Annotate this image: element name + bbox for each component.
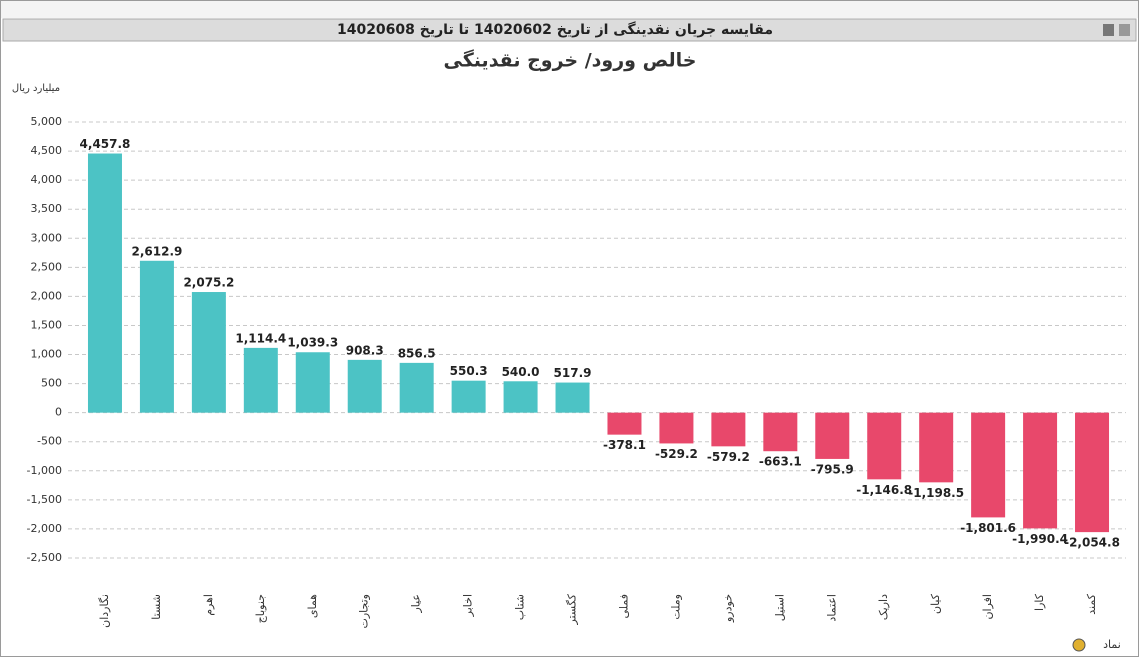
bar [451, 380, 486, 413]
x-tick-label: افران [981, 594, 994, 620]
x-tick-label: شستا [150, 594, 163, 620]
menu-icon[interactable] [1119, 24, 1130, 36]
value-label: -529.2 [655, 447, 698, 461]
title-bar [2, 18, 1137, 42]
value-label: -1,990.4 [1012, 532, 1068, 546]
y-tick-label: 1,500 [31, 318, 63, 331]
bar [711, 412, 746, 447]
bar [815, 412, 850, 459]
value-label: -1,146.8 [856, 483, 912, 497]
bar [191, 292, 226, 413]
value-label: 2,612.9 [131, 244, 182, 258]
bar [659, 412, 694, 444]
y-tick-label: 4,500 [31, 144, 63, 157]
value-label: 1,114.4 [235, 331, 286, 345]
bar [295, 352, 330, 413]
x-tick-label: خودرو [721, 594, 734, 623]
bar [139, 260, 174, 413]
bar [971, 412, 1006, 518]
y-tick-label: 1,000 [31, 348, 63, 361]
y-tick-label: 2,500 [31, 260, 63, 273]
value-label: -1,801.6 [960, 521, 1016, 535]
print-icon[interactable] [1103, 24, 1114, 36]
value-label: 4,457.8 [80, 137, 131, 151]
x-tick-label: کمند [1085, 593, 1098, 614]
y-tick-label: 4,000 [31, 173, 63, 186]
value-label: -663.1 [759, 455, 802, 469]
value-label: 856.5 [398, 346, 436, 360]
bar [503, 381, 538, 413]
y-tick-label: -1,000 [27, 464, 62, 477]
x-tick-label: اعتماد [825, 594, 838, 622]
value-label: 908.3 [346, 343, 384, 357]
window-title: مقایسه جریان نقدینگی از تاریخ 14020602 ت… [337, 21, 773, 38]
bar [87, 153, 122, 413]
refresh-icon[interactable] [1072, 638, 1086, 652]
x-tick-label: همای [306, 594, 319, 618]
x-tick-label: داریک [877, 594, 890, 620]
x-tick-label: کارا [1033, 593, 1046, 611]
x-tick-label: اخابر [462, 594, 475, 617]
value-label: -1,198.5 [908, 486, 964, 500]
y-tick-label: -500 [37, 435, 62, 448]
x-tick-label: وتجارت [358, 594, 371, 629]
x-tick-label: عیار [410, 594, 423, 614]
y-tick-label: 0 [55, 406, 62, 419]
x-tick-label: کگستر [566, 593, 579, 625]
x-tick-label: استیل [773, 594, 786, 621]
bar [347, 359, 382, 413]
x-tick-label: شتاب [514, 594, 527, 620]
value-label: 2,075.2 [183, 276, 234, 290]
bar [555, 382, 590, 413]
y-tick-label: 5,000 [31, 115, 63, 128]
x-tick-label: جنوباج [254, 594, 267, 623]
top-strip [1, 1, 1138, 18]
y-tick-label: -2,000 [27, 522, 62, 535]
value-label: 1,039.3 [287, 336, 338, 350]
value-label: -579.2 [707, 450, 750, 464]
bar [1075, 412, 1110, 533]
value-label: -795.9 [811, 462, 854, 476]
x-axis-label: نماد [1103, 638, 1121, 651]
y-tick-label: 500 [41, 377, 62, 390]
y-tick-label: -2,500 [27, 551, 62, 564]
y-tick-label: 3,000 [31, 231, 63, 244]
bar [607, 412, 642, 435]
bar [867, 412, 902, 480]
x-tick-label: فملی [617, 594, 630, 618]
y-tick-label: 3,500 [31, 202, 63, 215]
x-tick-label: کیان [929, 593, 942, 614]
x-tick-label: اهرم [202, 594, 215, 616]
bar [919, 412, 954, 483]
value-label: 540.0 [502, 365, 540, 379]
y-tick-label: -1,500 [27, 493, 62, 506]
chart-title: خالص ورود/ خروج نقدینگی [444, 49, 697, 72]
value-label: -378.1 [603, 438, 646, 452]
y-axis-label: میلیارد ریال [12, 83, 60, 94]
x-tick-label: نگاردان [98, 594, 111, 628]
bar [1023, 412, 1058, 529]
value-label: 517.9 [554, 366, 592, 380]
bar [399, 362, 434, 413]
bar [763, 412, 798, 452]
x-tick-label: وملت [669, 594, 682, 620]
value-label: 550.3 [450, 364, 488, 378]
value-label: -2,054.8 [1064, 536, 1120, 550]
bar [243, 347, 278, 413]
y-tick-label: 2,000 [31, 289, 63, 302]
